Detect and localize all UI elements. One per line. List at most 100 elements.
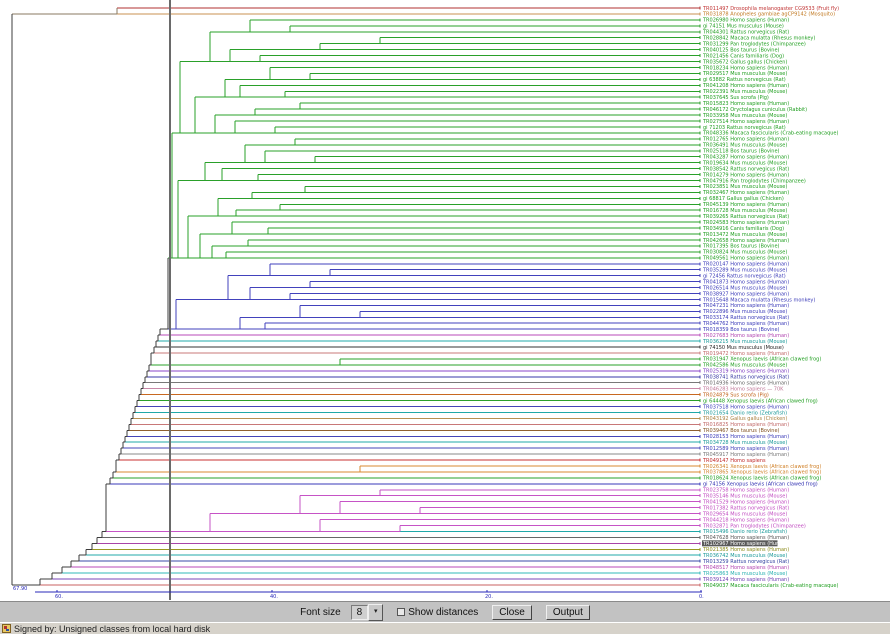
svg-text:TR026980 Homo sapiens (Human): TR026980 Homo sapiens (Human) <box>702 18 789 24</box>
svg-text:TR014279 Homo sapiens (Human): TR014279 Homo sapiens (Human) <box>702 172 789 178</box>
svg-text:TR036215 Mus musculus (Mouse): TR036215 Mus musculus (Mouse) <box>702 339 787 345</box>
svg-text:TR031878 Anopheles gambiae agC: TR031878 Anopheles gambiae agCP9142 (Mos… <box>702 12 835 18</box>
svg-text:TR019472 Homo sapiens (Human): TR019472 Homo sapiens (Human) <box>702 351 789 357</box>
phylogenetic-tree-canvas[interactable]: TR011497 Drosophila melanogaster CG9533 … <box>0 0 890 601</box>
svg-text:TR049147 Homo sapiens: TR049147 Homo sapiens <box>702 458 766 464</box>
svg-text:gi 74151 Mus musculus (Mouse): gi 74151 Mus musculus (Mouse) <box>703 24 784 30</box>
svg-text:gi 68817 Gallus gallus (Chicke: gi 68817 Gallus gallus (Chicken) <box>703 196 784 202</box>
status-text: Signed by: Unsigned classes from local h… <box>14 623 211 634</box>
svg-text:TR016825 Homo sapiens (Human): TR016825 Homo sapiens (Human) <box>702 422 789 428</box>
svg-text:gi 71203 Rattus norvegicus (Ra: gi 71203 Rattus norvegicus (Rat) <box>703 125 786 131</box>
svg-text:TR019634 Mus musculus (Mouse): TR019634 Mus musculus (Mouse) <box>702 160 787 166</box>
svg-text:TR045917 Homo sapiens (Human): TR045917 Homo sapiens (Human) <box>702 452 789 458</box>
svg-text:TR017395 Bos taurus (Bovine): TR017395 Bos taurus (Bovine) <box>702 244 780 250</box>
svg-text:TR038741 Rattus norvegicus (Ra: TR038741 Rattus norvegicus (Rat) <box>702 375 789 381</box>
svg-text:TR028153 Homo sapiens (Human): TR028153 Homo sapiens (Human) <box>702 434 789 440</box>
svg-text:TR047628 Homo sapiens (Human): TR047628 Homo sapiens (Human) <box>702 535 789 541</box>
svg-text:20.: 20. <box>485 594 493 600</box>
show-distances-control[interactable]: Show distances <box>397 607 478 618</box>
svg-text:TR041208 Homo sapiens (Human): TR041208 Homo sapiens (Human) <box>702 83 789 89</box>
svg-text:TR044762 Homo sapiens (Human): TR044762 Homo sapiens (Human) <box>702 321 789 327</box>
svg-text:TR026514 Mus musculus (Mouse): TR026514 Mus musculus (Mouse) <box>702 285 787 291</box>
svg-text:TR037865 Xenopus laevis (Afric: TR037865 Xenopus laevis (African clawed … <box>702 470 821 476</box>
svg-text:TR027514 Homo sapiens (Human): TR027514 Homo sapiens (Human) <box>702 119 789 125</box>
status-bar: Signed by: Unsigned classes from local h… <box>0 622 890 634</box>
svg-text:TR033174 Rattus norvegicus (Ra: TR033174 Rattus norvegicus (Rat) <box>702 315 789 321</box>
svg-text:TR025863 Mus musculus (Mouse): TR025863 Mus musculus (Mouse) <box>702 571 787 577</box>
svg-text:TR031947 Xenopus laevis (Afric: TR031947 Xenopus laevis (African clawed … <box>702 357 821 363</box>
svg-text:TR042658 Homo sapiens (Human): TR042658 Homo sapiens (Human) <box>702 238 789 244</box>
svg-text:TR049037 Macaca fascicularis (: TR049037 Macaca fascicularis (Crab-eatin… <box>702 583 839 589</box>
svg-text:67.90: 67.90 <box>13 586 27 592</box>
svg-text:TR032871 Pan troglodytes (Chim: TR032871 Pan troglodytes (Chimpanzee) <box>702 523 806 529</box>
svg-text:TR022391 Mus musculus (Mouse): TR022391 Mus musculus (Mouse) <box>702 89 787 95</box>
svg-text:TR040125 Bos taurus (Bovine): TR040125 Bos taurus (Bovine) <box>702 47 780 53</box>
svg-text:TR046283 Homo sapiens — 70K: TR046283 Homo sapiens — 70K <box>702 386 784 392</box>
svg-text:TR043192 Gallus gallus (Chicke: TR043192 Gallus gallus (Chicken) <box>702 416 787 422</box>
svg-text:60.: 60. <box>55 594 63 600</box>
svg-text:TR038927 Homo sapiens (Human): TR038927 Homo sapiens (Human) <box>702 291 789 297</box>
svg-text:TR022896 Mus musculus (Mouse): TR022896 Mus musculus (Mouse) <box>702 309 787 315</box>
svg-text:TR021385 Homo sapiens (Human): TR021385 Homo sapiens (Human) <box>702 547 789 553</box>
chevron-down-icon[interactable]: ▾ <box>368 603 384 621</box>
svg-text:TR015823 Homo sapiens (Human): TR015823 Homo sapiens (Human) <box>702 101 789 107</box>
svg-text:TR018234 Homo sapiens (Human): TR018234 Homo sapiens (Human) <box>702 65 789 71</box>
svg-text:gi 74150 Mus musculus (Mouse): gi 74150 Mus musculus (Mouse) <box>703 345 784 351</box>
dendrogram-svg[interactable]: TR011497 Drosophila melanogaster CG9533 … <box>0 0 890 601</box>
font-size-dropdown[interactable]: 8 ▾ <box>350 603 384 621</box>
svg-text:TR044301 Rattus norvegicus (Ra: TR044301 Rattus norvegicus (Rat) <box>702 30 789 36</box>
svg-text:TR028842 Macaca mulatta (Rhesu: TR028842 Macaca mulatta (Rhesus monkey) <box>702 36 815 42</box>
svg-text:TR025319 Homo sapiens (Human): TR025319 Homo sapiens (Human) <box>702 369 789 375</box>
svg-text:TR024879 Sus scrofa (Pig): TR024879 Sus scrofa (Pig) <box>702 392 769 398</box>
svg-text:TR034728 Mus musculus (Mouse): TR034728 Mus musculus (Mouse) <box>702 440 787 446</box>
svg-text:TR045139 Homo sapiens (Human): TR045139 Homo sapiens (Human) <box>702 202 789 208</box>
svg-text:TR043287 Homo sapiens (Human): TR043287 Homo sapiens (Human) <box>702 155 789 161</box>
svg-text:TR029517 Mus musculus (Mouse): TR029517 Mus musculus (Mouse) <box>702 71 787 77</box>
svg-text:TR102967 Homo sapiens (Human): TR102967 Homo sapiens (Human) <box>702 541 789 547</box>
svg-text:TR048517 Homo sapiens (Human): TR048517 Homo sapiens (Human) <box>702 565 789 571</box>
svg-text:TR014936 Homo sapiens (Human): TR014936 Homo sapiens (Human) <box>702 381 789 387</box>
svg-text:TR012765 Homo sapiens (Human): TR012765 Homo sapiens (Human) <box>702 137 789 143</box>
svg-text:TR021654 Danio rerio (Zebrafis: TR021654 Danio rerio (Zebrafish) <box>702 410 787 416</box>
svg-text:TR039124 Homo sapiens (Human): TR039124 Homo sapiens (Human) <box>702 577 789 583</box>
svg-text:TR039265 Rattus norvegicus (Ra: TR039265 Rattus norvegicus (Rat) <box>702 214 789 220</box>
svg-text:gi 74156 Xenopus laevis (Afric: gi 74156 Xenopus laevis (African clawed … <box>703 482 818 488</box>
svg-text:TR032467 Homo sapiens (Human): TR032467 Homo sapiens (Human) <box>702 190 789 196</box>
svg-text:TR027683 Homo sapiens (Human): TR027683 Homo sapiens (Human) <box>702 333 789 339</box>
close-button[interactable]: Close <box>492 604 532 620</box>
svg-text:TR017382 Rattus norvegicus (Ra: TR017382 Rattus norvegicus (Rat) <box>702 505 789 511</box>
svg-text:TR033958 Mus musculus (Mouse): TR033958 Mus musculus (Mouse) <box>702 113 787 119</box>
svg-text:TR049561 Homo sapiens (Human): TR049561 Homo sapiens (Human) <box>702 256 789 262</box>
svg-text:TR041873 Homo sapiens (Human): TR041873 Homo sapiens (Human) <box>702 279 789 285</box>
output-button[interactable]: Output <box>545 604 590 620</box>
svg-text:0.: 0. <box>699 594 704 600</box>
svg-text:TR023758 Homo sapiens (Human): TR023758 Homo sapiens (Human) <box>702 488 789 494</box>
svg-text:TR041529 Homo sapiens (Human): TR041529 Homo sapiens (Human) <box>702 499 789 505</box>
font-size-value: 8 <box>350 604 369 620</box>
svg-text:gi 63882 Rattus norvegicus (Ra: gi 63882 Rattus norvegicus (Rat) <box>703 77 786 83</box>
svg-text:TR023851 Mus musculus (Mouse): TR023851 Mus musculus (Mouse) <box>702 184 787 190</box>
show-distances-label: Show distances <box>408 606 479 618</box>
svg-text:TR024583 Homo sapiens (Human): TR024583 Homo sapiens (Human) <box>702 220 789 226</box>
toolbar: Font size 8 ▾ Show distances Close Outpu… <box>0 601 890 622</box>
svg-text:TR012589 Homo sapiens (Human): TR012589 Homo sapiens (Human) <box>702 446 789 452</box>
svg-text:TR035289 Mus musculus (Mouse): TR035289 Mus musculus (Mouse) <box>702 268 787 274</box>
svg-text:TR035146 Mus musculus (Mouse): TR035146 Mus musculus (Mouse) <box>702 494 787 500</box>
svg-text:TR011497 Drosophila melanogast: TR011497 Drosophila melanogaster CG9533 … <box>702 6 839 12</box>
svg-text:TR035672 Gallus gallus (Chicke: TR035672 Gallus gallus (Chicken) <box>702 59 787 65</box>
svg-text:TR026341 Xenopus laevis (Afric: TR026341 Xenopus laevis (African clawed … <box>702 464 821 470</box>
svg-text:TR038542 Rattus norvegicus (Ra: TR038542 Rattus norvegicus (Rat) <box>702 166 789 172</box>
show-distances-checkbox[interactable] <box>397 608 406 616</box>
svg-text:TR025118 Bos taurus (Bovine): TR025118 Bos taurus (Bovine) <box>702 149 780 155</box>
svg-text:TR047916 Pan troglodytes (Chim: TR047916 Pan troglodytes (Chimpanzee) <box>702 178 806 184</box>
svg-text:TR036742 Mus musculus (Mouse): TR036742 Mus musculus (Mouse) <box>702 553 787 559</box>
svg-text:TR021456 Canis familiaris (Dog: TR021456 Canis familiaris (Dog) <box>702 53 784 59</box>
svg-text:TR013259 Rattus norvegicus (Ra: TR013259 Rattus norvegicus (Rat) <box>702 559 789 565</box>
svg-text:TR046172 Oryctolagus cuniculus: TR046172 Oryctolagus cuniculus (Rabbit) <box>702 107 807 113</box>
svg-text:TR020147 Homo sapiens (Human): TR020147 Homo sapiens (Human) <box>702 262 789 268</box>
svg-text:TR015496 Danio rerio (Zebrafis: TR015496 Danio rerio (Zebrafish) <box>702 529 787 535</box>
svg-text:gi 64448 Xenopus laevis (Afric: gi 64448 Xenopus laevis (African clawed … <box>703 398 818 404</box>
svg-text:TR037518 Homo sapiens (Human): TR037518 Homo sapiens (Human) <box>702 404 789 410</box>
svg-text:TR029654 Mus musculus (Mouse): TR029654 Mus musculus (Mouse) <box>702 511 787 517</box>
